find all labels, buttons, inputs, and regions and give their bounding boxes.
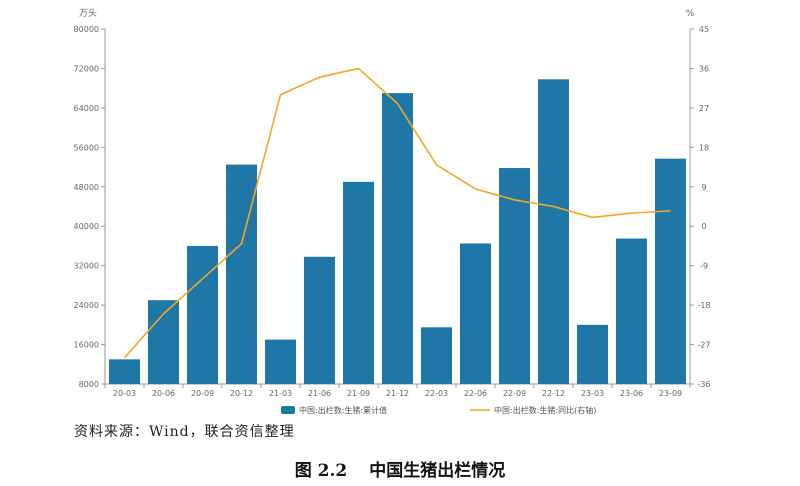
bar-23-03	[577, 324, 608, 384]
right-tick-label: 45	[699, 25, 709, 34]
line-series	[123, 67, 671, 359]
chart-axes: 8000072000640005600048000400003200024000…	[74, 8, 711, 398]
left-tick-label: 64000	[74, 104, 99, 113]
x-tick-label: 20-06	[152, 389, 175, 398]
left-tick-label: 16000	[74, 341, 99, 350]
x-tick-label: 20-03	[113, 389, 136, 398]
x-tick-label: 23-03	[581, 389, 604, 398]
bar-22-03	[421, 327, 452, 384]
right-axis-unit: %	[686, 9, 695, 19]
chart-legend: 中国:出栏数:生猪:累计值 中国:出栏数:生猪:同比(右轴)	[281, 405, 596, 415]
left-tick-label: 80000	[74, 25, 99, 34]
figure-number: 图 2.2	[294, 461, 348, 481]
x-tick-label: 20-12	[230, 389, 253, 398]
bar-23-06	[616, 238, 647, 384]
source-note: 资料来源：Wind，联合资信整理	[74, 424, 295, 440]
pig-slaughter-chart: 8000072000640005600048000400003200024000…	[74, 8, 711, 415]
figure-title: 中国生猪出栏情况	[369, 461, 506, 481]
right-tick-label: 36	[699, 64, 709, 73]
bar-20-06	[148, 300, 179, 384]
x-tick-label: 21-03	[269, 389, 292, 398]
x-tick-label: 22-09	[503, 389, 526, 398]
bar-22-06	[460, 243, 491, 384]
left-tick-label: 56000	[74, 143, 99, 152]
left-tick-label: 24000	[74, 301, 99, 310]
left-axis-unit: 万头	[79, 8, 97, 19]
right-tick-label: 27	[699, 104, 709, 113]
x-tick-label: 21-06	[308, 389, 331, 398]
x-tick-label: 22-12	[542, 389, 565, 398]
bar-22-12	[538, 79, 569, 385]
right-tick-label: -9	[700, 262, 708, 271]
right-tick-label: -18	[697, 301, 710, 310]
bar-21-03	[265, 339, 296, 384]
left-tick-label: 32000	[74, 262, 99, 271]
x-tick-label: 23-06	[620, 389, 643, 398]
bar-23-09	[655, 158, 686, 384]
bar-20-03	[109, 359, 140, 384]
right-tick-label: 9	[701, 183, 706, 192]
legend-line-label: 中国:出栏数:生猪:同比(右轴)	[494, 405, 596, 415]
bar-20-09	[187, 245, 218, 384]
x-tick-label: 21-12	[386, 389, 409, 398]
x-tick-label: 22-03	[425, 389, 448, 398]
bar-22-09	[499, 168, 530, 384]
right-tick-label: 18	[699, 143, 709, 152]
bar-21-12	[382, 93, 413, 384]
right-tick-label: -27	[697, 341, 710, 350]
left-tick-label: 72000	[74, 64, 99, 73]
left-tick-label: 8000	[79, 380, 99, 389]
right-tick-label: -36	[697, 380, 710, 389]
left-tick-label: 48000	[74, 183, 99, 192]
right-tick-label: 0	[701, 222, 706, 231]
bar-20-12	[226, 164, 257, 384]
x-tick-label: 23-09	[659, 389, 682, 398]
left-tick-label: 40000	[74, 222, 99, 231]
figure-caption: 图 2.2 中国生猪出栏情况	[0, 456, 800, 481]
legend-bar-label: 中国:出栏数:生猪:累计值	[299, 405, 387, 415]
bar-21-06	[304, 256, 335, 384]
bar-series	[109, 79, 686, 385]
legend-bar-swatch	[281, 406, 295, 414]
bar-21-09	[343, 181, 374, 384]
x-tick-label: 21-09	[347, 389, 370, 398]
x-tick-label: 22-06	[464, 389, 487, 398]
x-tick-label: 20-09	[191, 389, 214, 398]
